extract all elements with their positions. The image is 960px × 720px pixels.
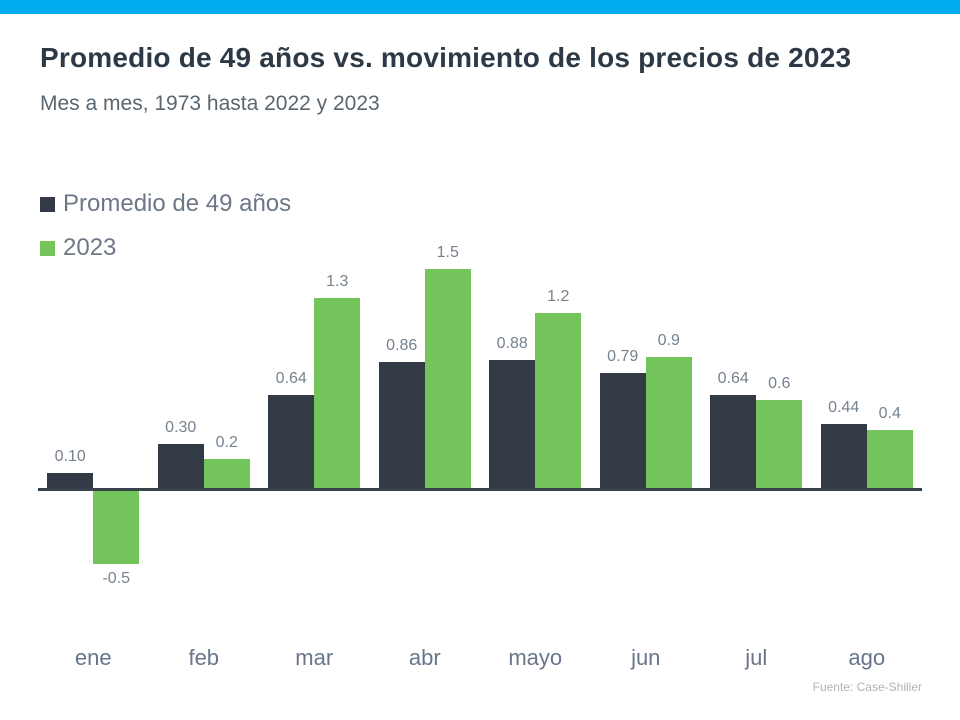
x-axis-label-feb: feb [188,645,220,670]
bar-promedio-jul [710,395,757,488]
bar-promedio-abr [378,362,425,488]
bar-promedio-feb [157,444,204,488]
bar-value-label: 0.88 [496,335,528,352]
source-note: Fuente: Case-Shiller [812,680,922,694]
bar-value-label: 1.3 [326,273,349,290]
bar-value-label: 0.2 [215,434,238,451]
legend: Promedio de 49 años 2023 [40,190,291,278]
bar-2023-mar [314,298,361,488]
bar-value-label: 0.30 [165,419,197,436]
legend-label-2023: 2023 [63,234,117,261]
bar-value-label: 0.64 [275,370,307,387]
bar-value-label: 0.64 [717,370,749,387]
x-axis-label-mayo: mayo [508,645,563,670]
bar-2023-ago [866,430,913,488]
x-axis-label-abr: abr [408,645,441,670]
x-axis-label-jul: jul [745,645,768,670]
bar-promedio-mar [268,395,315,488]
x-axis-label-ene: ene [74,645,112,670]
page-title: Promedio de 49 años vs. movimiento de lo… [40,42,852,73]
bar-2023-abr [424,269,471,488]
bar-2023-ene [93,491,140,564]
legend-swatch-2023-icon [40,240,55,256]
bar-group-jun: 0.79 0.9 [591,230,702,595]
bar-2023-jul [756,400,803,488]
x-axis-label-jun: jun [631,645,661,670]
bar-promedio-ago [820,424,867,488]
bar-value-label: 0.4 [878,405,901,422]
x-axis: ene feb mar abr mayo jun jul ago [38,645,922,671]
bar-group-abr: 0.86 1.5 [370,230,481,595]
bar-promedio-ene [47,473,94,488]
bar-value-label: 1.2 [547,288,570,305]
legend-item-promedio: Promedio de 49 años [40,190,291,218]
bar-2023-jun [645,357,692,488]
bar-2023-mayo [535,313,582,488]
x-axis-label-mar: mar [295,645,334,670]
bar-group-feb: 0.30 0.2 [149,230,260,595]
bar-value-label: 0.6 [768,375,791,392]
accent-top-strip [0,0,960,14]
bar-group-mar: 0.64 1.3 [259,230,370,595]
bar-value-label: 0.44 [828,399,860,416]
legend-swatch-promedio-icon [40,196,55,212]
x-axis-line [38,488,922,491]
bar-group-ago: 0.44 0.4 [812,230,923,595]
bar-value-label: 0.86 [386,337,418,354]
legend-item-2023: 2023 [40,234,291,262]
bar-group-mayo: 0.88 1.2 [480,230,591,595]
bar-value-label: 0.79 [607,348,639,365]
legend-label-promedio: Promedio de 49 años [63,190,292,217]
bar-value-label: 0.10 [54,448,86,465]
bar-group-jul: 0.64 0.6 [701,230,812,595]
bar-value-label: 1.5 [436,244,459,261]
bar-group-ene: 0.10 -0.5 [38,230,149,595]
bar-2023-feb [203,459,250,488]
bar-value-label: 0.9 [657,332,680,349]
bar-value-label: -0.5 [102,570,131,587]
bar-chart: 0.10 -0.5 0.30 0.2 0.64 1.3 0.86 1.5 0.88 1.2 0.79… [38,230,922,595]
page-subtitle: Mes a mes, 1973 hasta 2022 y 2023 [40,92,380,115]
x-axis-label-ago: ago [848,645,886,670]
bar-promedio-mayo [489,360,536,488]
bar-promedio-jun [599,373,646,488]
